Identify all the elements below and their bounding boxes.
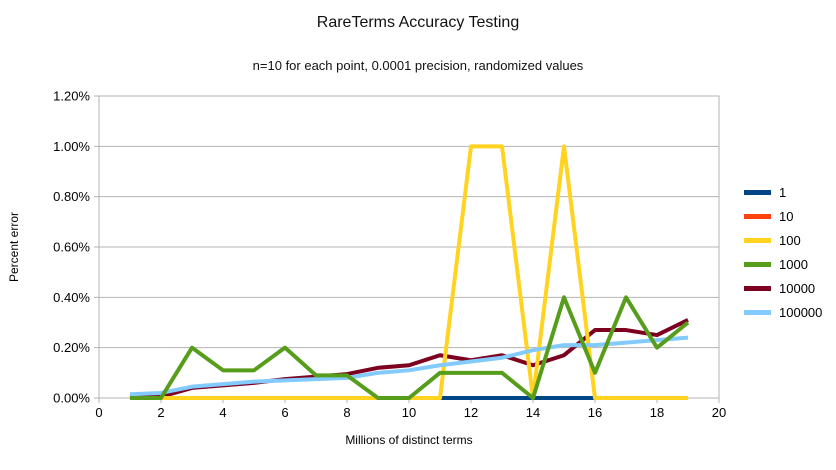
- y-tick-label: 0.20%: [53, 340, 90, 355]
- legend-swatch-icon: [744, 261, 771, 267]
- legend-item-100000: 100000: [744, 300, 822, 324]
- y-tick-label: 0.60%: [53, 240, 90, 255]
- x-tick-label: 18: [650, 405, 664, 420]
- x-tick-label: 16: [588, 405, 602, 420]
- legend-item-10: 10: [744, 204, 822, 228]
- x-tick-label: 2: [157, 405, 164, 420]
- chart-legend: 1 10 100 1000 10000 100000: [744, 180, 822, 324]
- x-axis-title: Millions of distinct terms: [345, 433, 472, 447]
- legend-item-100: 100: [744, 228, 822, 252]
- legend-label: 10: [779, 208, 794, 224]
- chart-title: RareTerms Accuracy Testing: [316, 14, 520, 31]
- legend-swatch-icon: [744, 237, 771, 243]
- legend-swatch-icon: [744, 309, 771, 315]
- y-axis-title: Percent error: [7, 212, 21, 282]
- legend-item-1000: 1000: [744, 252, 822, 276]
- chart-subtitle: n=10 for each point, 0.0001 precision, r…: [252, 58, 584, 73]
- x-tick-label: 8: [343, 405, 350, 420]
- x-tick-label: 14: [526, 405, 540, 420]
- series-line-100: [130, 144, 688, 400]
- y-tick-label: 1.20%: [53, 89, 90, 104]
- legend-swatch-icon: [744, 213, 771, 219]
- series-line-1000: [130, 295, 690, 400]
- y-tick-label: 0.80%: [53, 189, 90, 204]
- legend-item-10000: 10000: [744, 276, 822, 300]
- legend-label: 1: [779, 184, 787, 200]
- legend-label: 10000: [779, 280, 816, 296]
- x-tick-label: 12: [464, 405, 478, 420]
- legend-item-1: 1: [744, 180, 822, 204]
- y-tick-label: 1.00%: [53, 139, 90, 154]
- legend-label: 100000: [779, 304, 823, 320]
- x-tick-label: 0: [95, 405, 102, 420]
- y-tick-label: 0.00%: [53, 391, 90, 406]
- x-tick-label: 10: [402, 405, 416, 420]
- x-tick-label: 6: [281, 405, 288, 420]
- y-tick-label: 0.40%: [53, 290, 90, 305]
- legend-swatch-icon: [744, 189, 771, 195]
- legend-label: 1000: [779, 256, 808, 272]
- legend-swatch-icon: [744, 285, 771, 291]
- x-tick-label: 20: [712, 405, 726, 420]
- legend-label: 100: [779, 232, 801, 248]
- series-line-100000: [129, 335, 689, 397]
- x-tick-label: 4: [219, 405, 226, 420]
